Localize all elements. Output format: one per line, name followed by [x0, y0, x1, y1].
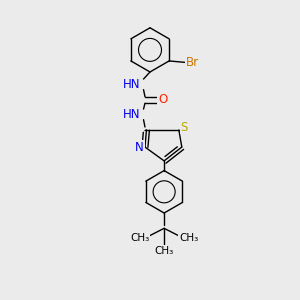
Text: HN: HN [123, 78, 141, 91]
Text: O: O [158, 93, 167, 106]
Text: S: S [181, 121, 188, 134]
Text: Br: Br [186, 56, 199, 69]
Text: N: N [135, 141, 144, 154]
Text: CH₃: CH₃ [179, 233, 198, 243]
Text: HN: HN [122, 108, 140, 121]
Text: CH₃: CH₃ [130, 233, 149, 243]
Text: CH₃: CH₃ [154, 246, 174, 256]
